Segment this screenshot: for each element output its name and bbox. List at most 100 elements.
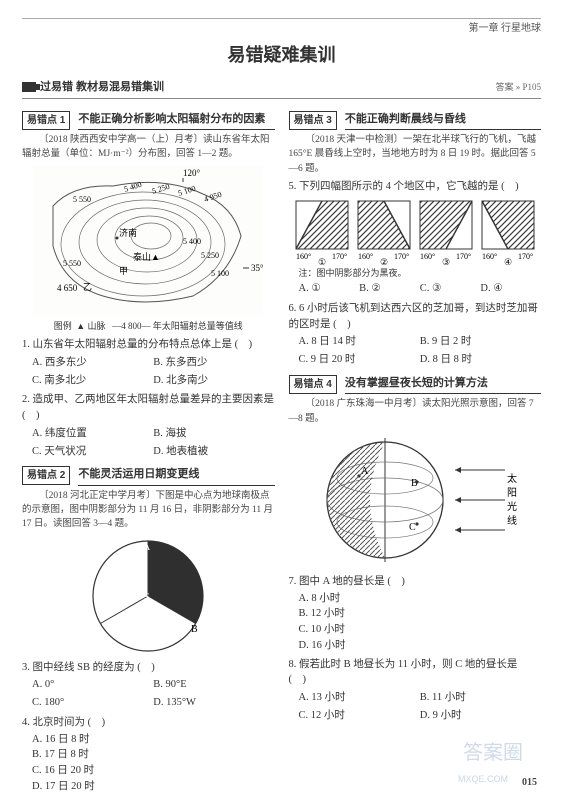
svg-text:170°: 170° <box>394 252 409 261</box>
q8-options: A. 13 小时 B. 11 小时 C. 12 小时 D. 9 小时 <box>299 689 542 725</box>
svg-text:170°: 170° <box>518 252 533 261</box>
svg-text:④: ④ <box>504 257 512 265</box>
q5-opt-d: D. ④ <box>480 281 541 297</box>
shandong-map: 120° 35° 5 550 5 400 5 250 5 100 4 950 5… <box>33 166 263 316</box>
q6-opt-a: A. 8 日 14 时 <box>299 334 420 350</box>
pie-a-label: A <box>143 542 151 553</box>
svg-text:乙: 乙 <box>83 282 92 292</box>
err1-title: 不能正确分析影响太阳辐射分布的因素 <box>78 111 274 131</box>
page-number: 015 <box>522 775 537 790</box>
q3-text: 3. 图中经线 SB 的经度为 <box>22 660 275 676</box>
err3-title: 不能正确判断晨线与昏线 <box>345 111 541 131</box>
q3-opt-a: A. 0° <box>32 677 153 693</box>
polar-pie-figure: S A B <box>83 536 213 656</box>
map-lat-label: 35° <box>251 263 263 273</box>
q6-opt-c: C. 9 日 20 时 <box>299 352 420 368</box>
svg-text:甲: 甲 <box>119 266 128 276</box>
left-column: 易错点 1 不能正确分析影响太阳辐射分布的因素 〔2018 陕西西安中学高一（上… <box>22 105 275 795</box>
watermark-sub: MXQE.COM <box>458 773 508 787</box>
q4-opt-d: D. 17 日 20 时 <box>32 779 275 795</box>
q7-opt-a: A. 8 小时 <box>299 591 542 607</box>
q7-opt-d: D. 16 小时 <box>299 638 542 654</box>
globe-c-label: C <box>409 522 416 533</box>
section-bar: 过易错 教材易混易错集训 答案 » P105 <box>22 79 541 99</box>
err1-tag: 易错点 1 <box>22 111 70 130</box>
panel-row: 160° 170° ① 160° 170° ② 160° 170° ③ <box>289 199 542 265</box>
q4-opt-a: A. 16 日 8 时 <box>32 732 275 748</box>
err2-tag: 易错点 2 <box>22 466 70 485</box>
err2-source: 〔2018 河北正定中学月考〕下图是中心点为地球南极点的示意图，图中阴影部分为 … <box>22 489 275 532</box>
section-label: 过易错 教材易混易错集训 <box>40 79 164 96</box>
svg-text:170°: 170° <box>456 252 471 261</box>
q6-opt-b: B. 9 日 2 时 <box>420 334 541 350</box>
q8-opt-b: B. 11 小时 <box>420 690 541 706</box>
err3-source: 〔2018 天津一中检测〕一架在北半球飞行的飞机，飞越 165°E 晨昏线上空时… <box>289 133 542 176</box>
pie-b-label: B <box>191 624 198 635</box>
svg-text:4 650: 4 650 <box>57 283 78 293</box>
q8-text: 8. 假若此时 B 地昼长为 11 小时，则 C 地的昼长是 <box>289 657 542 689</box>
chapter-header: 第一章 行星地球 <box>22 18 541 36</box>
svg-text:②: ② <box>380 257 388 265</box>
q5-options: A. ① B. ② C. ③ D. ④ <box>299 280 542 298</box>
city-taishan: 泰山▲ <box>133 251 160 262</box>
q5-opt-c: C. ③ <box>420 281 481 297</box>
sun-label-1: 太 <box>507 472 517 485</box>
q4-opt-c: C. 16 日 20 时 <box>32 763 275 779</box>
q5-text: 5. 下列四幅图所示的 4 个地区中，它飞越的是 <box>289 179 542 195</box>
page-title: 易错疑难集训 <box>22 42 541 69</box>
svg-text:160°: 160° <box>482 252 497 261</box>
q1-opt-a: A. 西多东少 <box>32 355 153 371</box>
q7-opt-b: B. 12 小时 <box>299 606 542 622</box>
q1-opt-d: D. 北多南少 <box>153 373 274 389</box>
q6-text: 6. 6 小时后该飞机到达西六区的芝加哥，到达时芝加哥的区时是 <box>289 301 542 333</box>
err4-tag: 易错点 4 <box>289 375 337 394</box>
q1-opt-b: B. 东多西少 <box>153 355 274 371</box>
panel-2: 160° 170° ② <box>356 199 412 265</box>
q1-options: A. 西多东少 B. 东多西少 C. 南多北少 D. 北多南少 <box>32 354 275 390</box>
err3-tag: 易错点 3 <box>289 111 337 130</box>
panel-1: 160° 170° ① <box>294 199 350 265</box>
q2-opt-c: C. 天气状况 <box>32 444 153 460</box>
q3-options: A. 0° B. 90°E C. 180° D. 135°W <box>32 676 275 712</box>
q1-opt-c: C. 南多北少 <box>32 373 153 389</box>
city-jinan: 济南 <box>119 227 137 238</box>
q2-opt-b: B. 海拔 <box>153 426 274 442</box>
q5-opt-b: B. ② <box>359 281 420 297</box>
q5-note: 注：图中阴影部分为黑夜。 <box>299 267 542 281</box>
panel-3: 160° 170° ③ <box>418 199 474 265</box>
q3-opt-d: D. 135°W <box>153 695 274 711</box>
svg-text:阳: 阳 <box>507 487 517 499</box>
globe-a-label: A <box>361 466 369 477</box>
svg-text:160°: 160° <box>358 252 373 261</box>
contour-label-1: 5 550 <box>73 195 91 204</box>
q2-opt-d: D. 地表植被 <box>153 444 274 460</box>
panel-4: 160° 170° ④ <box>480 199 536 265</box>
q3-opt-c: C. 180° <box>32 695 153 711</box>
q2-text: 2. 造成甲、乙两地区年太阳辐射总量差异的主要因素是 <box>22 392 275 424</box>
section-icon <box>22 82 36 92</box>
svg-text:160°: 160° <box>296 252 311 261</box>
contour-label-8: 5 250 <box>201 251 219 260</box>
err4-source: 〔2018 广东珠海一中月考〕读太阳光照示意图，回答 7—8 题。 <box>289 397 542 426</box>
q4-opt-b: B. 17 日 8 时 <box>32 747 275 763</box>
q2-options: A. 纬度位置 B. 海拔 C. 天气状况 D. 地表植被 <box>32 425 275 461</box>
q2-opt-a: A. 纬度位置 <box>32 426 153 442</box>
q7-text: 7. 图中 A 地的昼长是 <box>289 574 542 590</box>
q8-opt-a: A. 13 小时 <box>299 690 420 706</box>
q8-opt-d: D. 9 小时 <box>420 708 541 724</box>
err1-source: 〔2018 陕西西安中学高一（上）月考〕读山东省年太阳辐射总量（单位：MJ·m⁻… <box>22 133 275 162</box>
contour-label-9: 5 100 <box>211 269 229 278</box>
q1-text: 1. 山东省年太阳辐射总量的分布特点总体上是 <box>22 337 275 353</box>
contour-label-6: 5 550 <box>63 259 81 268</box>
svg-text:①: ① <box>318 257 326 265</box>
globe-figure: 太 阳 光 线 A B C <box>305 430 525 570</box>
answer-ref: 答案 » P105 <box>495 81 541 95</box>
q5-opt-a: A. ① <box>299 281 360 297</box>
map-legend: 图例 ▲ 山脉 —4 800— 年太阳辐射总量等值线 <box>22 320 275 334</box>
q6-opt-d: D. 8 日 8 时 <box>420 352 541 368</box>
right-column: 易错点 3 不能正确判断晨线与昏线 〔2018 天津一中检测〕一架在北半球飞行的… <box>289 105 542 795</box>
map-lon-label: 120° <box>183 168 201 178</box>
q3-opt-b: B. 90°E <box>153 677 274 693</box>
err2-title: 不能灵活运用日期变更线 <box>78 466 274 486</box>
q6-options: A. 8 日 14 时 B. 9 日 2 时 C. 9 日 20 时 D. 8 … <box>299 333 542 369</box>
